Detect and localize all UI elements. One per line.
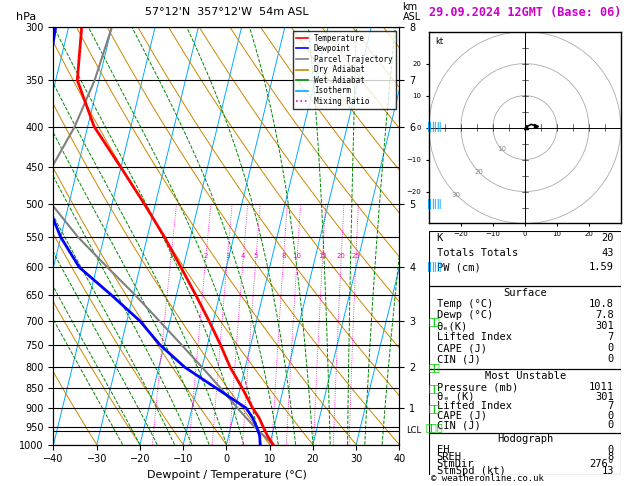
Text: CAPE (J): CAPE (J) <box>437 344 487 353</box>
Text: 276°: 276° <box>589 459 614 469</box>
Text: 10.8: 10.8 <box>589 299 614 309</box>
Text: 0: 0 <box>608 420 614 430</box>
Text: LCL: LCL <box>406 426 421 435</box>
Text: Surface: Surface <box>503 288 547 298</box>
Text: Dewp (°C): Dewp (°C) <box>437 311 493 320</box>
Text: ǁǁǁ: ǁǁǁ <box>426 122 442 132</box>
Text: Totals Totals: Totals Totals <box>437 248 518 258</box>
Text: 8: 8 <box>608 451 614 462</box>
X-axis label: Dewpoint / Temperature (°C): Dewpoint / Temperature (°C) <box>147 470 306 480</box>
Text: CAPE (J): CAPE (J) <box>437 411 487 420</box>
Text: ⮟⮟: ⮟⮟ <box>428 362 440 372</box>
Legend: Temperature, Dewpoint, Parcel Trajectory, Dry Adiabat, Wet Adiabat, Isotherm, Mi: Temperature, Dewpoint, Parcel Trajectory… <box>293 31 396 109</box>
Text: Most Unstable: Most Unstable <box>484 371 566 381</box>
Text: Temp (°C): Temp (°C) <box>437 299 493 309</box>
Text: ⮟⮟⮟: ⮟⮟⮟ <box>425 422 443 432</box>
Text: 10: 10 <box>498 146 506 152</box>
Text: 15: 15 <box>318 253 327 259</box>
Text: 301: 301 <box>595 392 614 402</box>
Text: km
ASL: km ASL <box>403 2 421 22</box>
Text: kt: kt <box>435 37 443 47</box>
Text: StmDir: StmDir <box>437 459 474 469</box>
Text: ǁǁǁ: ǁǁǁ <box>426 199 442 209</box>
Text: 43: 43 <box>601 248 614 258</box>
Text: Hodograph: Hodograph <box>497 434 554 445</box>
Text: 1011: 1011 <box>589 382 614 392</box>
Text: 4: 4 <box>241 253 245 259</box>
Bar <box>429 433 621 475</box>
Text: hPa: hPa <box>16 12 36 22</box>
Text: PW (cm): PW (cm) <box>437 262 481 272</box>
Text: ⮟⮟: ⮟⮟ <box>428 403 440 413</box>
Text: 13: 13 <box>601 466 614 476</box>
Text: ⮟⮟: ⮟⮟ <box>428 316 440 326</box>
Text: Lifted Index: Lifted Index <box>437 332 511 343</box>
Text: 20: 20 <box>474 169 483 174</box>
Text: 7.8: 7.8 <box>595 311 614 320</box>
Text: EH: EH <box>437 445 449 455</box>
Text: 0: 0 <box>608 411 614 420</box>
Text: ǁǁǁ: ǁǁǁ <box>426 262 442 272</box>
Text: 301: 301 <box>595 321 614 331</box>
Text: θₑ(K): θₑ(K) <box>437 321 468 331</box>
Text: 8: 8 <box>281 253 286 259</box>
Text: K: K <box>437 233 443 243</box>
Text: 20: 20 <box>337 253 345 259</box>
Bar <box>429 231 621 286</box>
Text: ⮟⮟: ⮟⮟ <box>428 383 440 393</box>
Text: CIN (J): CIN (J) <box>437 420 481 430</box>
Text: 2: 2 <box>204 253 208 259</box>
Text: 7: 7 <box>608 401 614 411</box>
Text: 10: 10 <box>292 253 301 259</box>
Text: 20: 20 <box>601 233 614 243</box>
Text: 0: 0 <box>608 344 614 353</box>
Text: 0: 0 <box>608 445 614 455</box>
Text: Pressure (mb): Pressure (mb) <box>437 382 518 392</box>
Text: 5: 5 <box>253 253 258 259</box>
Text: 25: 25 <box>352 253 360 259</box>
Text: Lifted Index: Lifted Index <box>437 401 511 411</box>
Text: StmSpd (kt): StmSpd (kt) <box>437 466 506 476</box>
Text: 7: 7 <box>608 332 614 343</box>
Text: © weatheronline.co.uk: © weatheronline.co.uk <box>431 474 543 483</box>
Text: SREH: SREH <box>437 451 462 462</box>
Text: 30: 30 <box>452 191 460 198</box>
Text: 57°12'N  357°12'W  54m ASL: 57°12'N 357°12'W 54m ASL <box>145 7 308 17</box>
Text: θₑ (K): θₑ (K) <box>437 392 474 402</box>
Text: 1: 1 <box>169 253 173 259</box>
Text: 3: 3 <box>225 253 230 259</box>
Text: CIN (J): CIN (J) <box>437 354 481 364</box>
Text: 1.59: 1.59 <box>589 262 614 272</box>
Text: 29.09.2024 12GMT (Base: 06): 29.09.2024 12GMT (Base: 06) <box>429 6 621 19</box>
Text: 0: 0 <box>608 354 614 364</box>
Bar <box>429 369 621 433</box>
Bar <box>429 286 621 369</box>
